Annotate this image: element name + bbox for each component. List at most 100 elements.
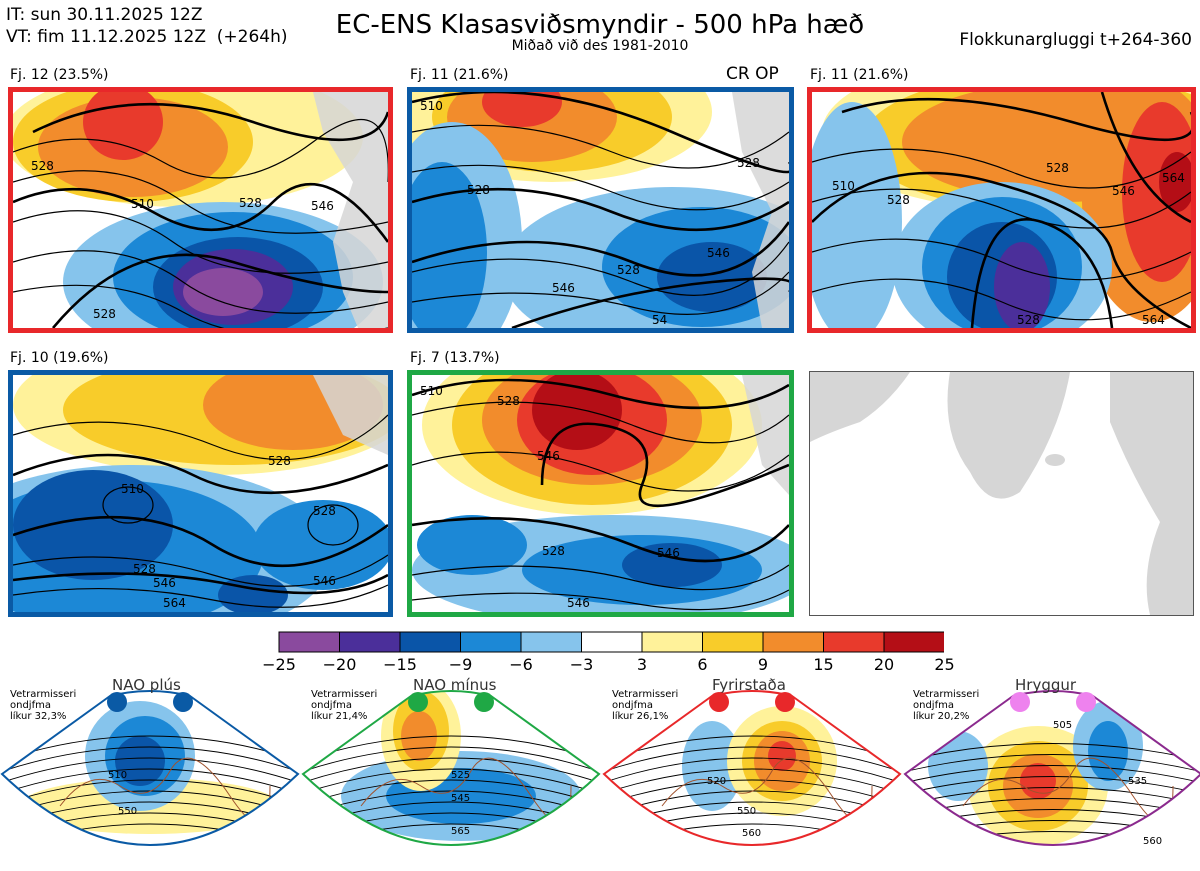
regime-contour-label: 560 bbox=[742, 828, 761, 839]
regime-map: 525 545 565 bbox=[301, 690, 601, 846]
regime-map: 520 550 560 bbox=[602, 690, 902, 846]
regime-info-line: Vetrarmisseri bbox=[10, 689, 77, 700]
anomaly-blob bbox=[768, 741, 796, 771]
colorbar-cell bbox=[641, 631, 703, 653]
regime-marker-dot bbox=[173, 692, 193, 712]
anomaly-blob bbox=[1020, 763, 1056, 799]
contour-label: 510 bbox=[420, 99, 443, 113]
anomaly-blob bbox=[115, 736, 165, 786]
regime-title: Fyrirstaða bbox=[712, 676, 786, 694]
colorbar-tick-label: −9 bbox=[448, 655, 473, 674]
page-subtitle: Miðað við des 1981-2010 bbox=[511, 38, 689, 54]
height-contour bbox=[905, 787, 1200, 806]
height-contour bbox=[905, 754, 1200, 773]
regime-contour-label: 520 bbox=[707, 776, 726, 787]
contour-label: 546 bbox=[657, 546, 680, 560]
regime-marker-dot bbox=[474, 692, 494, 712]
height-contour bbox=[2, 735, 298, 762]
regime-title: NAO plús bbox=[112, 676, 181, 694]
regime-contour-label: 510 bbox=[108, 770, 127, 781]
colorbar-tick-label: −20 bbox=[322, 655, 357, 674]
height-contour bbox=[604, 768, 900, 795]
regime-contour-label: 550 bbox=[118, 806, 137, 817]
regime-info-line: ondjfma bbox=[612, 700, 653, 711]
regime-frame bbox=[0, 690, 300, 846]
panel-5-label: Fj. 7 (13.7%) bbox=[410, 350, 500, 366]
colorbar-cell bbox=[762, 631, 824, 653]
contour-label: 546 bbox=[153, 576, 176, 590]
contour-label: 510 bbox=[131, 197, 154, 211]
contour-label: 528 bbox=[133, 562, 156, 576]
page-title: EC-ENS Klasasviðsmyndir - 500 hPa hæð bbox=[335, 10, 865, 40]
regime-frame bbox=[903, 690, 1200, 846]
colorbar-tick-label: −6 bbox=[509, 655, 533, 674]
colorbar-cell bbox=[520, 631, 582, 653]
contour-label: 564 bbox=[1162, 171, 1185, 185]
regime-info-line: líkur 21,4% bbox=[311, 711, 368, 722]
panel-2-label: Fj. 11 (21.6%) bbox=[410, 67, 509, 83]
height-contour bbox=[604, 757, 900, 784]
colorbar-cell bbox=[823, 631, 885, 653]
valid-time: VT: fim 11.12.2025 12Z (+264h) bbox=[6, 27, 288, 47]
panel-3-label: Fj. 11 (21.6%) bbox=[810, 67, 909, 83]
height-contour bbox=[2, 779, 298, 806]
regime-info-line: ondjfma bbox=[311, 700, 352, 711]
contour-label: 528 bbox=[1017, 313, 1040, 327]
regime-marker-dot bbox=[107, 692, 127, 712]
regime-contour-label: 560 bbox=[1143, 836, 1162, 847]
height-contour bbox=[303, 768, 599, 795]
contour-label: 546 bbox=[552, 281, 575, 295]
regime-contour-label: 545 bbox=[451, 793, 470, 804]
height-contour bbox=[604, 779, 900, 806]
regime-info: Vetrarmisseri ondjfma líkur 32,3% bbox=[10, 689, 76, 722]
regime-marker-dot bbox=[408, 692, 428, 712]
contour-label: 528 bbox=[467, 183, 490, 197]
regime-info-line: líkur 20,2% bbox=[913, 711, 970, 722]
cluster-panel-4: 510 528 528 546 528 546 564 bbox=[8, 370, 393, 617]
colorbar-cell bbox=[339, 631, 401, 653]
anomaly-blob bbox=[1088, 721, 1128, 781]
height-contour bbox=[303, 735, 599, 762]
contour-label: 54 bbox=[652, 313, 667, 327]
contour-label: 510 bbox=[121, 482, 144, 496]
cluster-panel-5: 510 528 546 528 546 546 bbox=[407, 370, 794, 617]
regime-info-line: Vetrarmisseri bbox=[913, 689, 980, 700]
anomaly-blob bbox=[928, 731, 988, 801]
height-contour bbox=[2, 757, 298, 784]
regime-map: 510 550 bbox=[0, 690, 300, 846]
contour-label: 546 bbox=[537, 449, 560, 463]
regime-frame bbox=[301, 690, 601, 846]
contour-label: 510 bbox=[420, 384, 443, 398]
classification-window: Flokkunargluggi t+264-360 bbox=[959, 30, 1192, 50]
regime-contour-label: 525 bbox=[451, 770, 470, 781]
cluster-panel-1: 528 510 528 546 528 bbox=[8, 87, 393, 333]
regime-info-line: Vetrarmisseri bbox=[612, 689, 679, 700]
contour-label: 528 bbox=[737, 156, 760, 170]
colorbar-tick-label: −25 bbox=[262, 655, 296, 674]
contour-label: 528 bbox=[239, 196, 262, 210]
height-contour bbox=[303, 779, 599, 806]
regime-info: Vetrarmisseri ondjfma líkur 20,2% bbox=[913, 689, 979, 722]
regime-marker-dot bbox=[775, 692, 795, 712]
colorbar-tick-label: 3 bbox=[636, 655, 648, 674]
contour-label: 546 bbox=[311, 199, 334, 213]
colorbar-cell bbox=[278, 631, 340, 653]
contour-label: 546 bbox=[707, 246, 730, 260]
height-contour bbox=[2, 768, 298, 795]
regime-map: 505 535 560 bbox=[903, 690, 1200, 847]
regime-contour-label: 505 bbox=[1053, 720, 1072, 731]
colorbar-cell bbox=[883, 631, 944, 653]
regime-info-line: ondjfma bbox=[913, 700, 954, 711]
regime-title: Hryggur bbox=[1015, 676, 1077, 694]
cluster-panel-3: 510 528 528 546 564 564 528 bbox=[807, 87, 1196, 333]
regime-frame bbox=[602, 690, 902, 846]
colorbar-tick-label: −3 bbox=[569, 655, 594, 674]
contour-label: 528 bbox=[542, 544, 565, 558]
colorbar-tick-label: 25 bbox=[934, 655, 955, 674]
contour-label: 528 bbox=[1046, 161, 1069, 175]
colorbar-cell bbox=[460, 631, 522, 653]
regime-contour-label: 550 bbox=[737, 806, 756, 817]
panel-2-extra: CR OP bbox=[726, 64, 779, 84]
regime-marker-dot bbox=[1010, 692, 1030, 712]
height-contour bbox=[2, 746, 298, 773]
